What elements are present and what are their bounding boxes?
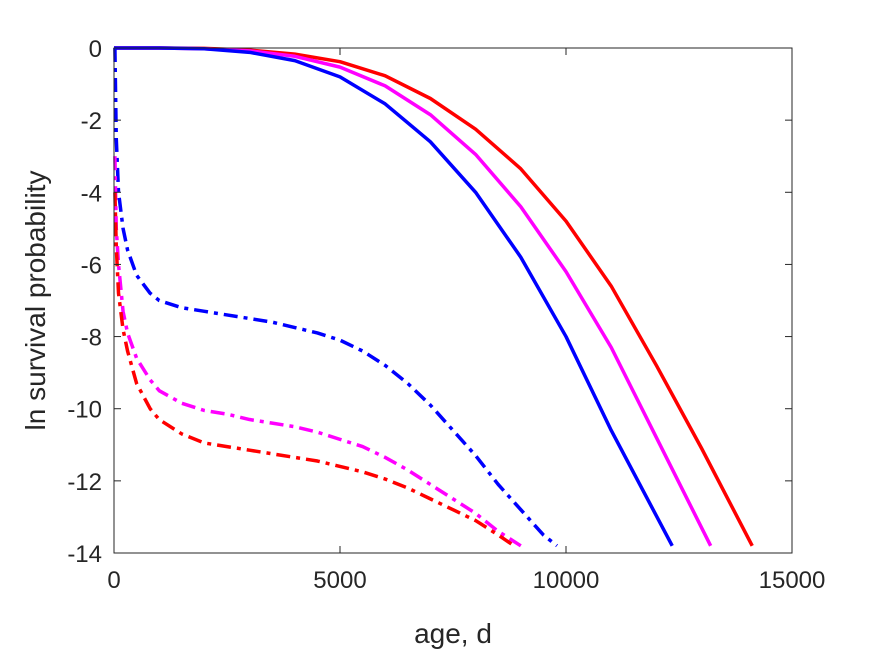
y-tick-label: -4 [81, 180, 102, 207]
y-tick-label: -10 [67, 397, 102, 424]
y-tick-label: -2 [81, 108, 102, 135]
series-line-solid-2 [114, 46, 674, 547]
series-line-dashdot-3 [113, 47, 559, 548]
series-line-dashdot-5 [113, 192, 516, 548]
series-layer [113, 46, 754, 548]
x-tick-label: 15000 [759, 567, 826, 594]
ticks-layer: 0 5000 10000 15000 0 -2 -4 -6 -8 -10 -12 -14 [67, 36, 825, 594]
x-tick-label: 5000 [313, 567, 366, 594]
plot-background [114, 48, 792, 553]
y-tick-label: -12 [67, 469, 102, 496]
x-tick-label: 10000 [533, 567, 600, 594]
series-line-dashdot-4 [113, 156, 522, 548]
x-axis-title: age, d [414, 618, 492, 649]
plot-frame [113, 47, 793, 554]
y-tick-label: 0 [89, 36, 102, 63]
y-tick-label: -14 [67, 541, 102, 568]
y-tick-label: -6 [81, 252, 102, 279]
y-axis-title: ln survival probability [20, 171, 51, 431]
x-tick-label: 0 [107, 567, 120, 594]
y-tick-label: -8 [81, 325, 102, 352]
